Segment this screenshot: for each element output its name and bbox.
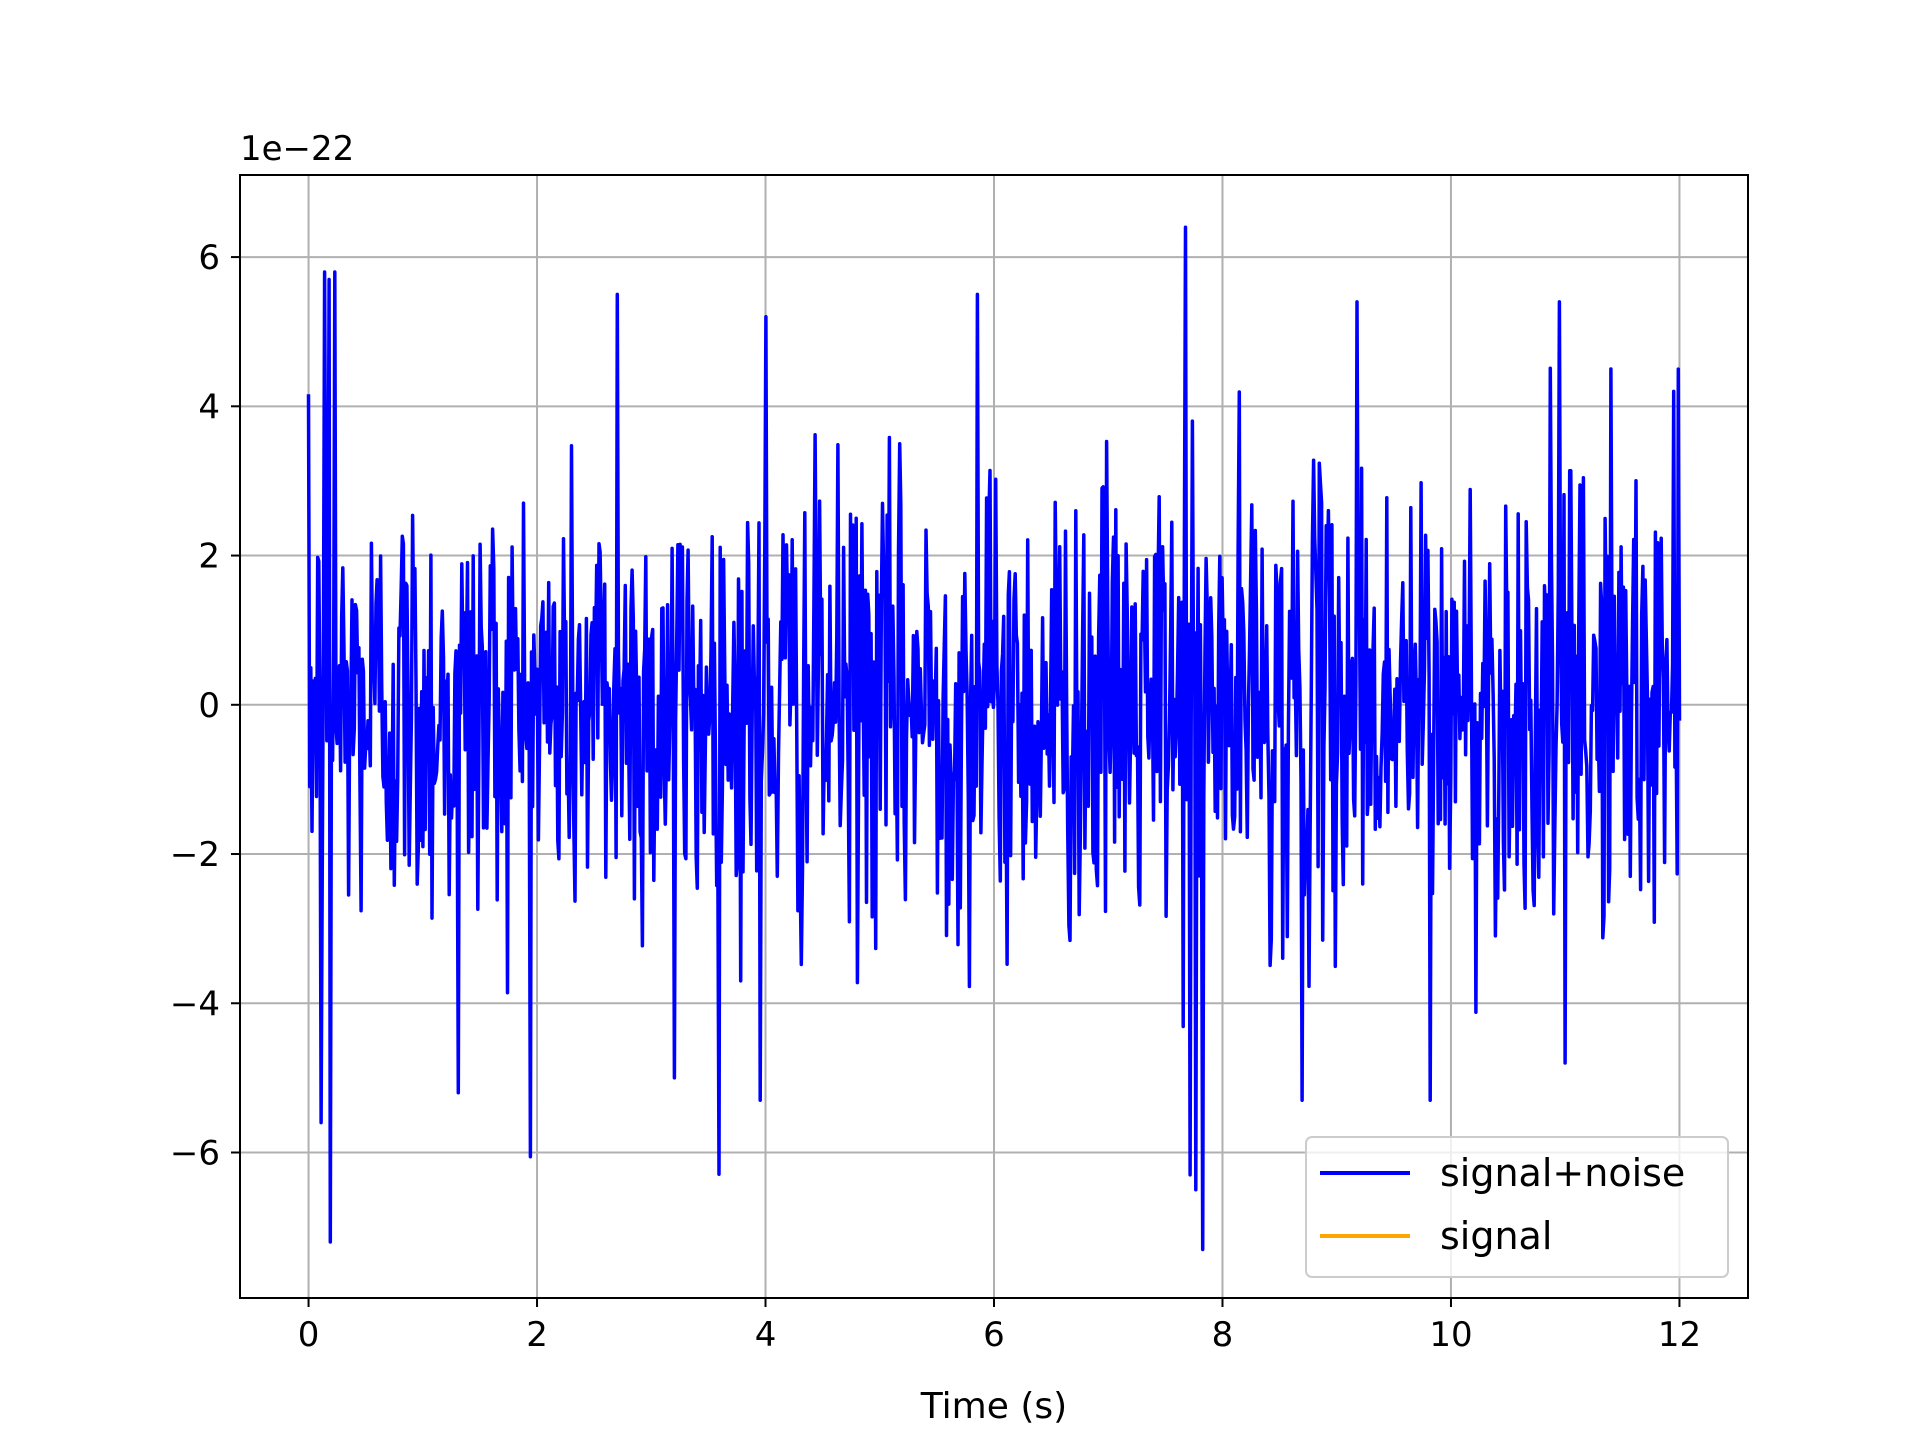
x-tick-label: 8 <box>1212 1315 1234 1355</box>
series-line-signal-noise <box>306 225 1682 1252</box>
y-tick-label: −6 <box>170 1133 220 1173</box>
y-tick-label: 6 <box>198 238 220 278</box>
legend-label-signal: signal <box>1440 1214 1552 1258</box>
legend-box <box>1305 1136 1729 1278</box>
x-axis-ticks: 0 2 4 6 8 10 12 <box>298 1298 1701 1355</box>
x-tick-label: 6 <box>983 1315 1005 1355</box>
x-axis-label: Time (s) <box>920 1386 1067 1427</box>
x-tick-label: 4 <box>755 1315 777 1355</box>
x-tick-label: 10 <box>1429 1315 1472 1355</box>
legend: signal+noise signal <box>1305 1136 1729 1278</box>
x-tick-label: 12 <box>1658 1315 1701 1355</box>
legend-label-signal-noise: signal+noise <box>1440 1151 1685 1195</box>
y-tick-label: 2 <box>198 537 220 577</box>
x-tick-label: 2 <box>526 1315 548 1355</box>
y-tick-label: −2 <box>170 835 220 875</box>
series-layer <box>306 225 1682 1252</box>
y-axis-ticks: −6 −4 −2 0 2 4 6 <box>170 238 240 1173</box>
y-tick-label: 0 <box>198 686 220 726</box>
y-scale-factor-label: 1e−22 <box>240 129 354 169</box>
y-tick-label: −4 <box>170 984 220 1024</box>
x-tick-label: 0 <box>298 1315 320 1355</box>
y-tick-label: 4 <box>198 387 220 427</box>
